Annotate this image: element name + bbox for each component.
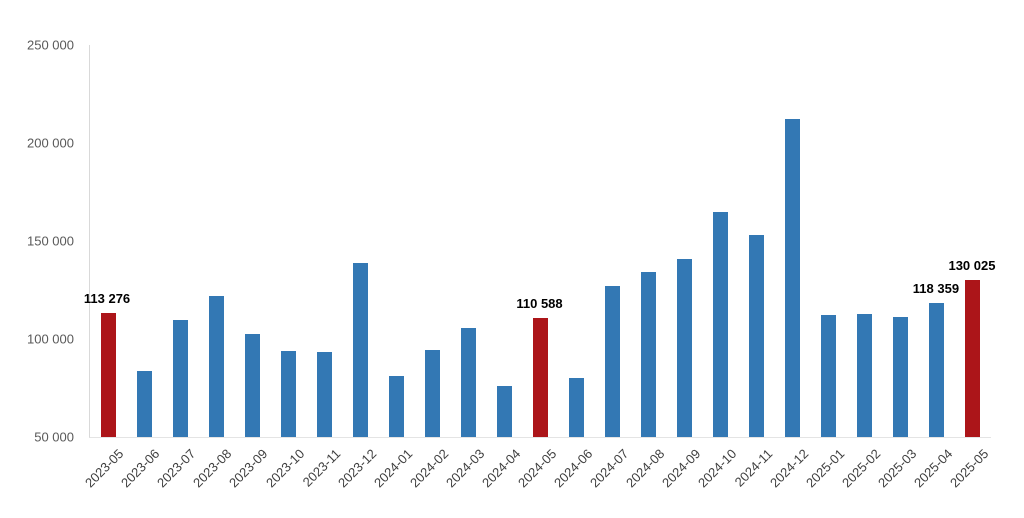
- x-axis-tick-label: 2025-03: [875, 446, 920, 491]
- bar-2024-02: [424, 349, 440, 437]
- bar-2025-05: [965, 280, 981, 437]
- x-axis-tick-label: 2024-08: [622, 446, 668, 491]
- bar-2023-10: [280, 350, 296, 437]
- bar-2024-11: [749, 235, 765, 437]
- bar-2023-08: [208, 295, 224, 437]
- bar-2024-06: [569, 378, 585, 437]
- bar-2023-11: [316, 351, 332, 437]
- y-axis-tick-label: 150 000: [27, 233, 74, 249]
- bar-2023-06: [136, 371, 152, 437]
- y-axis-tick-label: 200 000: [27, 135, 74, 151]
- bar-2023-09: [244, 334, 260, 437]
- bar-2024-12: [785, 119, 801, 437]
- bar-2025-01: [821, 315, 837, 437]
- x-axis-tick-label: 2024-05: [514, 446, 560, 491]
- bar-value-label: 118 359: [912, 281, 960, 297]
- x-axis-tick-label: 2024-07: [586, 446, 632, 491]
- x-axis-tick-label: 2023-07: [154, 446, 199, 491]
- x-axis-tick-label: 2023-06: [118, 446, 163, 491]
- x-axis-tick-label: 2025-04: [911, 446, 956, 491]
- x-axis-tick-label: 2023-12: [334, 446, 379, 491]
- x-axis-tick-label: 2023-05: [82, 446, 127, 491]
- bar-2024-09: [677, 258, 693, 437]
- bar-2024-10: [713, 211, 729, 437]
- x-axis-tick-label: 2024-01: [370, 446, 415, 491]
- bar-2024-05: [533, 318, 548, 437]
- bar-2023-07: [172, 320, 188, 437]
- x-axis-tick-label: 2023-09: [226, 446, 271, 491]
- y-axis-tick-label: 250 000: [27, 37, 74, 53]
- x-axis-tick-label: 2025-02: [839, 446, 884, 491]
- x-axis-tick-label: 2023-08: [190, 446, 235, 491]
- x-axis-tick-label: 2023-10: [262, 446, 307, 491]
- bar-2025-04: [929, 303, 945, 437]
- bar-value-label: 110 588: [516, 296, 563, 312]
- x-axis-tick-label: 2024-12: [767, 446, 812, 491]
- y-axis-tick-label: 100 000: [27, 331, 74, 347]
- bar-2024-08: [641, 272, 657, 437]
- bar-2024-04: [496, 386, 512, 437]
- x-axis-tick-label: 2024-10: [694, 446, 740, 491]
- x-axis-tick-label: 2025-01: [803, 446, 848, 491]
- bar-value-label: 130 025: [948, 258, 996, 274]
- x-axis-tick-label: 2025-05: [947, 446, 992, 491]
- x-axis-tick-label: 2024-02: [406, 446, 451, 491]
- bar-2023-12: [352, 262, 368, 437]
- y-axis-tick-label: 50 000: [34, 429, 74, 445]
- bar-2025-03: [893, 317, 909, 437]
- bar-value-label: 113 276: [83, 290, 131, 306]
- x-axis-tick-label: 2024-04: [478, 446, 524, 491]
- x-axis-tick-label: 2023-11: [299, 446, 343, 490]
- bar-2024-01: [388, 376, 404, 437]
- bar-2023-05: [100, 312, 116, 437]
- bar-2024-07: [605, 286, 621, 437]
- bar-2025-02: [857, 313, 873, 437]
- bar-2024-03: [460, 328, 476, 437]
- x-axis-tick-label: 2024-06: [550, 446, 596, 491]
- x-axis-tick-label: 2024-11: [731, 446, 776, 490]
- x-axis-tick-label: 2024-03: [442, 446, 488, 491]
- plot-area: [89, 45, 991, 438]
- x-axis-tick-label: 2024-09: [658, 446, 704, 491]
